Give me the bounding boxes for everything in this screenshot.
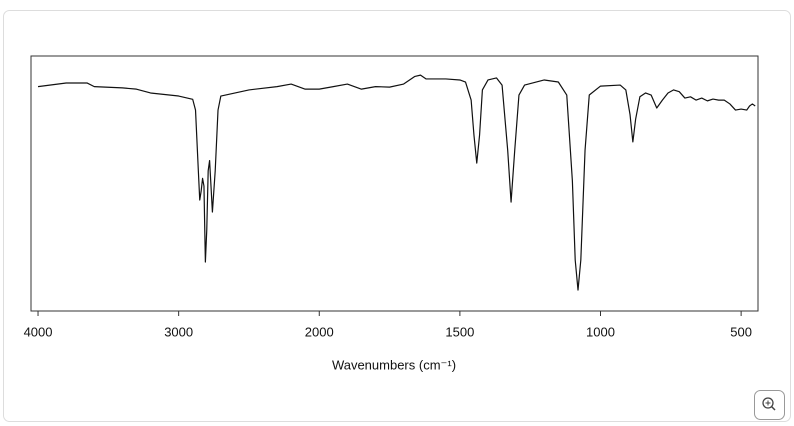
x-tick-label: 2000 bbox=[305, 324, 334, 339]
zoom-icon bbox=[762, 397, 774, 409]
spectrum-line bbox=[37, 74, 756, 291]
plot-frame bbox=[30, 55, 759, 312]
x-tick-label: 500 bbox=[730, 324, 752, 339]
x-tick-label: 3000 bbox=[164, 324, 193, 339]
zoom-button[interactable] bbox=[754, 390, 785, 420]
x-tick-label: 1500 bbox=[445, 324, 474, 339]
zoom-button-frame[interactable] bbox=[754, 390, 785, 420]
x-tick-label: 4000 bbox=[24, 324, 53, 339]
zoom-icon-handle bbox=[770, 405, 776, 411]
x-axis-label: Wavenumbers (cm⁻¹) bbox=[332, 357, 456, 372]
x-tick-label: 1000 bbox=[586, 324, 615, 339]
card bbox=[3, 10, 791, 422]
